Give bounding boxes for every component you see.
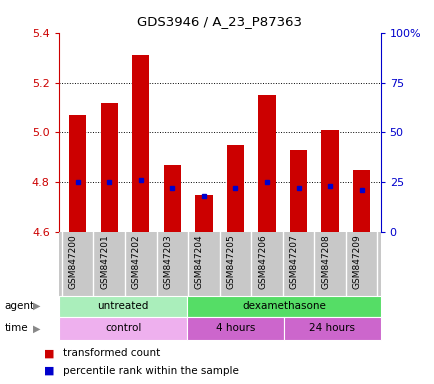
Bar — [132, 55, 149, 232]
Text: ■: ■ — [43, 366, 54, 376]
Text: GSM847207: GSM847207 — [289, 234, 298, 289]
Text: GDS3946 / A_23_P87363: GDS3946 / A_23_P87363 — [137, 15, 302, 28]
Bar — [352, 170, 369, 232]
Bar — [258, 95, 275, 232]
Text: GSM847208: GSM847208 — [320, 234, 329, 289]
Bar — [69, 115, 86, 232]
Text: percentile rank within the sample: percentile rank within the sample — [63, 366, 238, 376]
Text: GSM847209: GSM847209 — [352, 234, 361, 289]
Bar — [283, 317, 380, 340]
Text: GSM847203: GSM847203 — [163, 234, 172, 289]
Text: dexamethasone: dexamethasone — [242, 301, 325, 311]
Bar — [163, 165, 181, 232]
Text: GSM847200: GSM847200 — [69, 234, 78, 289]
Text: 4 hours: 4 hours — [216, 323, 255, 333]
Bar — [195, 195, 212, 232]
Text: control: control — [105, 323, 141, 333]
Bar — [59, 296, 187, 317]
Bar — [321, 130, 338, 232]
Bar — [59, 317, 187, 340]
Bar — [289, 150, 306, 232]
Text: 24 hours: 24 hours — [309, 323, 355, 333]
Text: GSM847202: GSM847202 — [132, 234, 141, 289]
Bar — [226, 145, 243, 232]
Text: GSM847205: GSM847205 — [226, 234, 235, 289]
Text: untreated: untreated — [97, 301, 148, 311]
Text: ■: ■ — [43, 348, 54, 358]
Bar — [100, 103, 118, 232]
Text: ▶: ▶ — [33, 323, 40, 333]
Text: GSM847204: GSM847204 — [194, 234, 204, 289]
Text: transformed count: transformed count — [63, 348, 160, 358]
Text: ▶: ▶ — [33, 301, 40, 311]
Text: GSM847206: GSM847206 — [257, 234, 266, 289]
Bar — [187, 296, 380, 317]
Text: agent: agent — [4, 301, 34, 311]
Bar — [187, 317, 283, 340]
Text: time: time — [4, 323, 28, 333]
Text: GSM847201: GSM847201 — [100, 234, 109, 289]
